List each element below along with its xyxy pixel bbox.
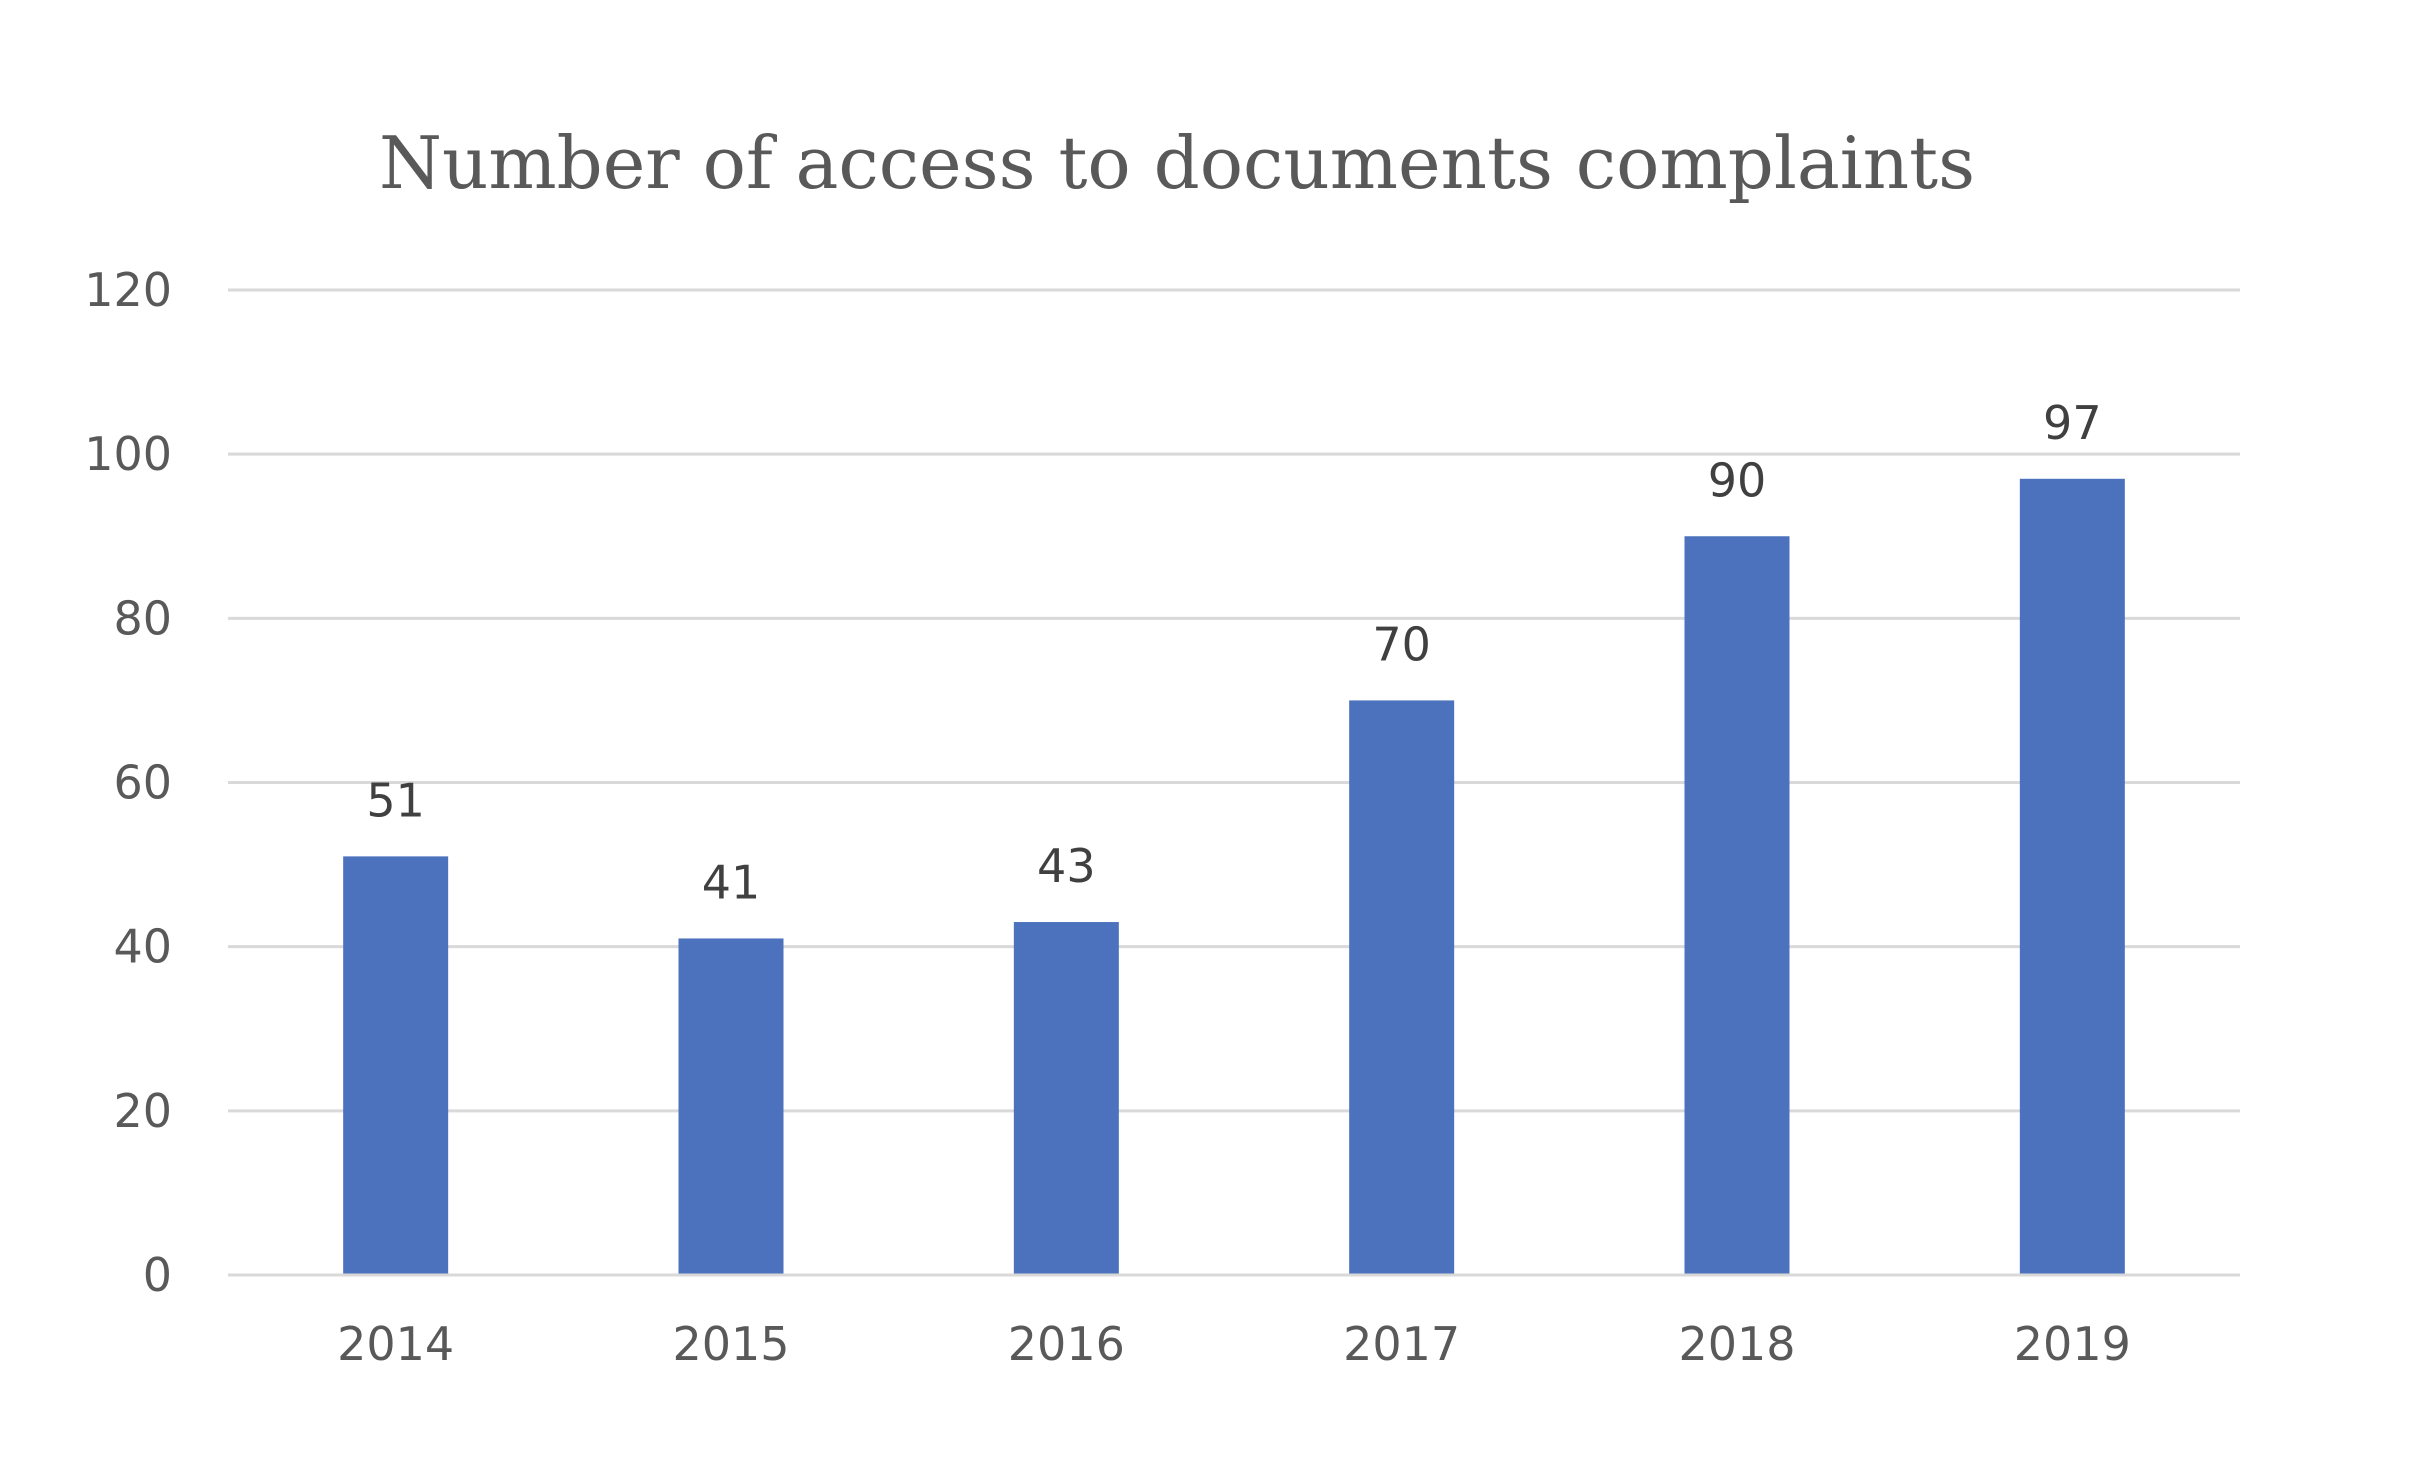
bar-2016: [1013, 922, 1119, 1275]
y-axis-tick-labels: 0 20 40 60 80 100 120: [84, 263, 172, 1302]
bar-2018: [1684, 536, 1790, 1275]
y-tick-label: 20: [113, 1084, 172, 1138]
y-tick-label: 0: [143, 1248, 172, 1302]
bar-2019: [2019, 478, 2125, 1276]
x-tick-label: 2014: [337, 1317, 454, 1371]
data-label: 43: [1037, 839, 1096, 893]
x-tick-label: 2016: [1008, 1317, 1125, 1371]
y-tick-label: 40: [113, 920, 172, 974]
data-labels: 51 41 43 70 90 97: [366, 396, 2101, 910]
x-tick-label: 2015: [672, 1317, 789, 1371]
y-tick-label: 100: [84, 427, 172, 481]
x-axis-tick-labels: 2014 2015 2016 2017 2018 2019: [337, 1317, 2131, 1371]
x-tick-label: 2017: [1343, 1317, 1460, 1371]
bar-2015: [678, 938, 784, 1275]
x-tick-label: 2018: [1678, 1317, 1795, 1371]
y-tick-label: 60: [113, 756, 172, 810]
gridlines: [228, 288, 2240, 1113]
x-tick-label: 2019: [2014, 1317, 2131, 1371]
data-label: 51: [366, 773, 425, 827]
y-tick-label: 120: [84, 263, 172, 317]
data-label: 97: [2043, 396, 2102, 450]
data-label: 70: [1372, 617, 1431, 671]
bar-2017: [1349, 700, 1455, 1275]
data-label: 41: [702, 855, 761, 909]
data-label: 90: [1708, 453, 1767, 507]
bars: [343, 478, 2125, 1276]
chart-title: Number of access to documents complaints: [379, 121, 1975, 205]
bar-2014: [343, 856, 449, 1275]
y-tick-label: 80: [113, 591, 172, 645]
